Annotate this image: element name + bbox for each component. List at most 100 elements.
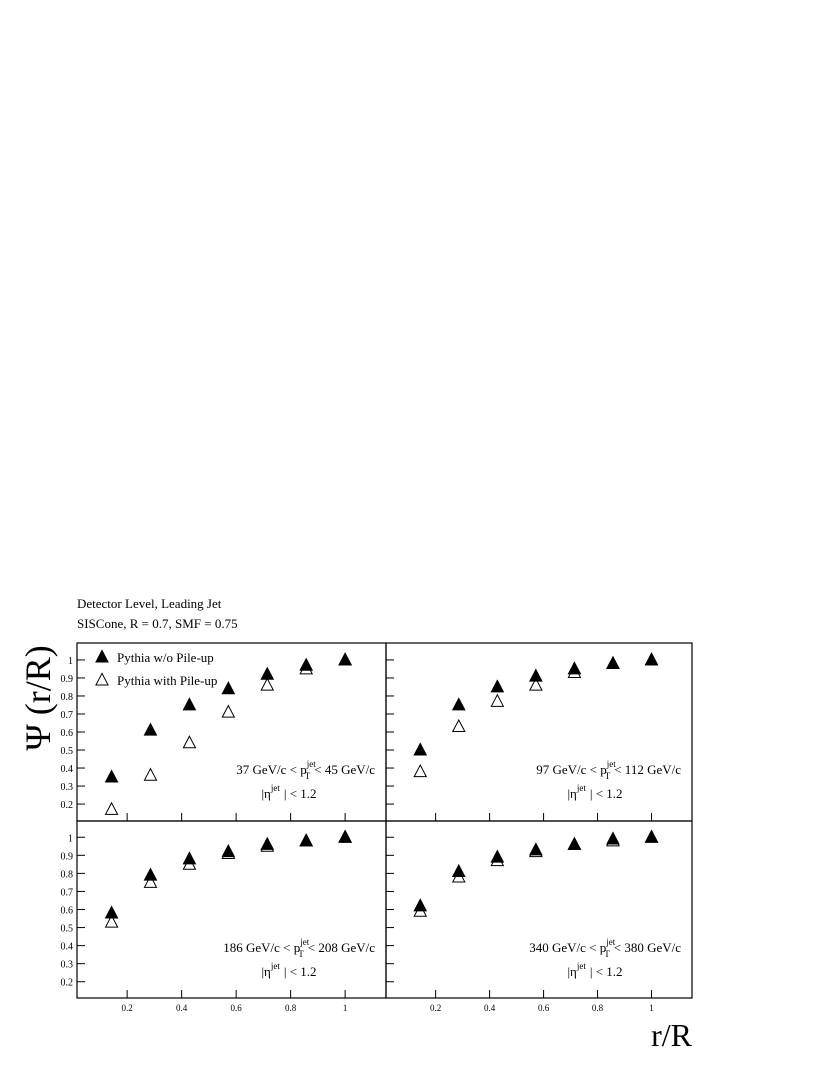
data-point bbox=[451, 863, 466, 878]
data-point bbox=[338, 829, 353, 843]
annotation-sup: jet bbox=[576, 961, 586, 971]
annotation-sup: jet bbox=[270, 783, 280, 793]
data-point bbox=[260, 677, 275, 691]
annotation-after: < 112 GeV/c bbox=[614, 762, 681, 777]
data-point bbox=[104, 769, 119, 783]
data-point bbox=[338, 652, 353, 666]
y-tick-label: 0.6 bbox=[61, 906, 74, 917]
annotation-text: |η bbox=[261, 964, 271, 979]
chart-subtitle: SISCone, R = 0.7, SMF = 0.75 bbox=[77, 616, 238, 631]
data-point bbox=[260, 666, 275, 680]
y-tick-label: 0.3 bbox=[61, 960, 74, 971]
y-tick-label: 0.9 bbox=[61, 674, 74, 685]
annotation: |ηjet | < 1.2 bbox=[261, 783, 316, 801]
annotation-after: < 208 GeV/c bbox=[308, 940, 375, 955]
data-point bbox=[606, 831, 620, 845]
annotation: 340 GeV/c < pjet T < 380 GeV/c bbox=[529, 937, 681, 959]
annotation: 97 GeV/c < pjet T < 112 GeV/c bbox=[536, 759, 681, 781]
annotation: 37 GeV/c < pjet T < 45 GeV/c bbox=[236, 759, 375, 781]
x-axis-label: r/R bbox=[651, 1017, 693, 1053]
data-point bbox=[606, 655, 620, 669]
legend-marker bbox=[95, 672, 109, 686]
data-point bbox=[182, 697, 197, 711]
annotation-after: | < 1.2 bbox=[284, 786, 317, 801]
data-point bbox=[413, 763, 428, 778]
annotation-sup: jet bbox=[299, 937, 309, 947]
annotation-sup: jet bbox=[576, 783, 586, 793]
data-point bbox=[143, 867, 158, 881]
x-tick-label: 0.6 bbox=[231, 1003, 243, 1013]
y-tick-label: 0.7 bbox=[61, 887, 74, 898]
annotation: |ηjet | < 1.2 bbox=[567, 783, 622, 801]
annotation-text: |η bbox=[261, 786, 271, 801]
chart-title: Detector Level, Leading Jet bbox=[77, 596, 222, 611]
annotation-after: | < 1.2 bbox=[590, 786, 623, 801]
x-tick-label: 0.2 bbox=[430, 1003, 441, 1013]
data-point bbox=[490, 849, 505, 863]
annotation-sub: T bbox=[605, 771, 611, 781]
data-point bbox=[143, 874, 158, 888]
y-tick-label: 0.2 bbox=[61, 978, 74, 989]
x-tick-label: 0.8 bbox=[592, 1003, 604, 1013]
annotation-text: |η bbox=[567, 786, 577, 801]
panel-frame bbox=[76, 820, 387, 999]
data-point bbox=[490, 693, 505, 707]
data-point bbox=[528, 668, 543, 682]
data-point bbox=[143, 722, 158, 736]
data-point bbox=[221, 704, 236, 718]
data-point bbox=[182, 735, 197, 749]
annotation-sub: T bbox=[604, 949, 610, 959]
annotation-sup: jet bbox=[605, 937, 615, 947]
data-point bbox=[143, 767, 158, 781]
data-point bbox=[567, 661, 582, 675]
data-point bbox=[104, 905, 119, 919]
data-point bbox=[413, 742, 428, 756]
x-tick-label: 0.4 bbox=[484, 1003, 496, 1013]
legend-label: Pythia with Pile-up bbox=[117, 673, 217, 688]
data-point bbox=[644, 829, 659, 843]
y-tick-label: 1 bbox=[68, 833, 73, 844]
x-tick-label: 0.4 bbox=[176, 1003, 188, 1013]
y-tick-label: 0.7 bbox=[61, 710, 74, 721]
annotation-text: 97 GeV/c < p bbox=[536, 762, 607, 777]
data-point bbox=[104, 801, 119, 815]
annotation-text: 340 GeV/c < p bbox=[529, 940, 606, 955]
data-point bbox=[567, 836, 582, 850]
data-point bbox=[221, 844, 236, 858]
annotation-sub: T bbox=[305, 771, 311, 781]
x-tick-label: 0.2 bbox=[122, 1003, 133, 1013]
annotation: 186 GeV/c < pjet T < 208 GeV/c bbox=[223, 937, 375, 959]
annotation-after: | < 1.2 bbox=[590, 964, 623, 979]
data-point bbox=[299, 833, 314, 847]
y-tick-label: 1 bbox=[68, 656, 73, 667]
annotation-after: < 45 GeV/c bbox=[314, 762, 375, 777]
panel-frame bbox=[385, 820, 693, 999]
y-tick-label: 0.5 bbox=[61, 746, 74, 757]
x-tick-label: 1 bbox=[649, 1003, 654, 1013]
annotation-sup: jet bbox=[606, 759, 616, 769]
y-tick-label: 0.5 bbox=[61, 924, 74, 935]
y-tick-label: 0.2 bbox=[61, 800, 74, 811]
data-point bbox=[260, 836, 275, 850]
data-point bbox=[451, 697, 466, 711]
data-point bbox=[182, 851, 197, 865]
annotation: |ηjet | < 1.2 bbox=[567, 961, 622, 979]
y-tick-label: 0.8 bbox=[61, 869, 74, 880]
panel-frame bbox=[385, 642, 693, 822]
y-tick-label: 0.4 bbox=[61, 942, 74, 953]
annotation-after: | < 1.2 bbox=[284, 964, 317, 979]
data-point bbox=[644, 652, 659, 666]
data-point bbox=[490, 679, 505, 693]
panel-frame bbox=[76, 642, 387, 822]
y-axis-label: Ψ (r/R) bbox=[18, 645, 58, 751]
x-tick-label: 0.8 bbox=[285, 1003, 297, 1013]
annotation-text: 186 GeV/c < p bbox=[223, 940, 300, 955]
annotation-after: < 380 GeV/c bbox=[614, 940, 681, 955]
annotation-sub: T bbox=[298, 949, 304, 959]
annotation-sup: jet bbox=[270, 961, 280, 971]
legend-marker bbox=[95, 649, 109, 663]
y-tick-label: 0.6 bbox=[61, 728, 74, 739]
data-point bbox=[451, 718, 466, 733]
y-tick-label: 0.9 bbox=[61, 851, 74, 862]
